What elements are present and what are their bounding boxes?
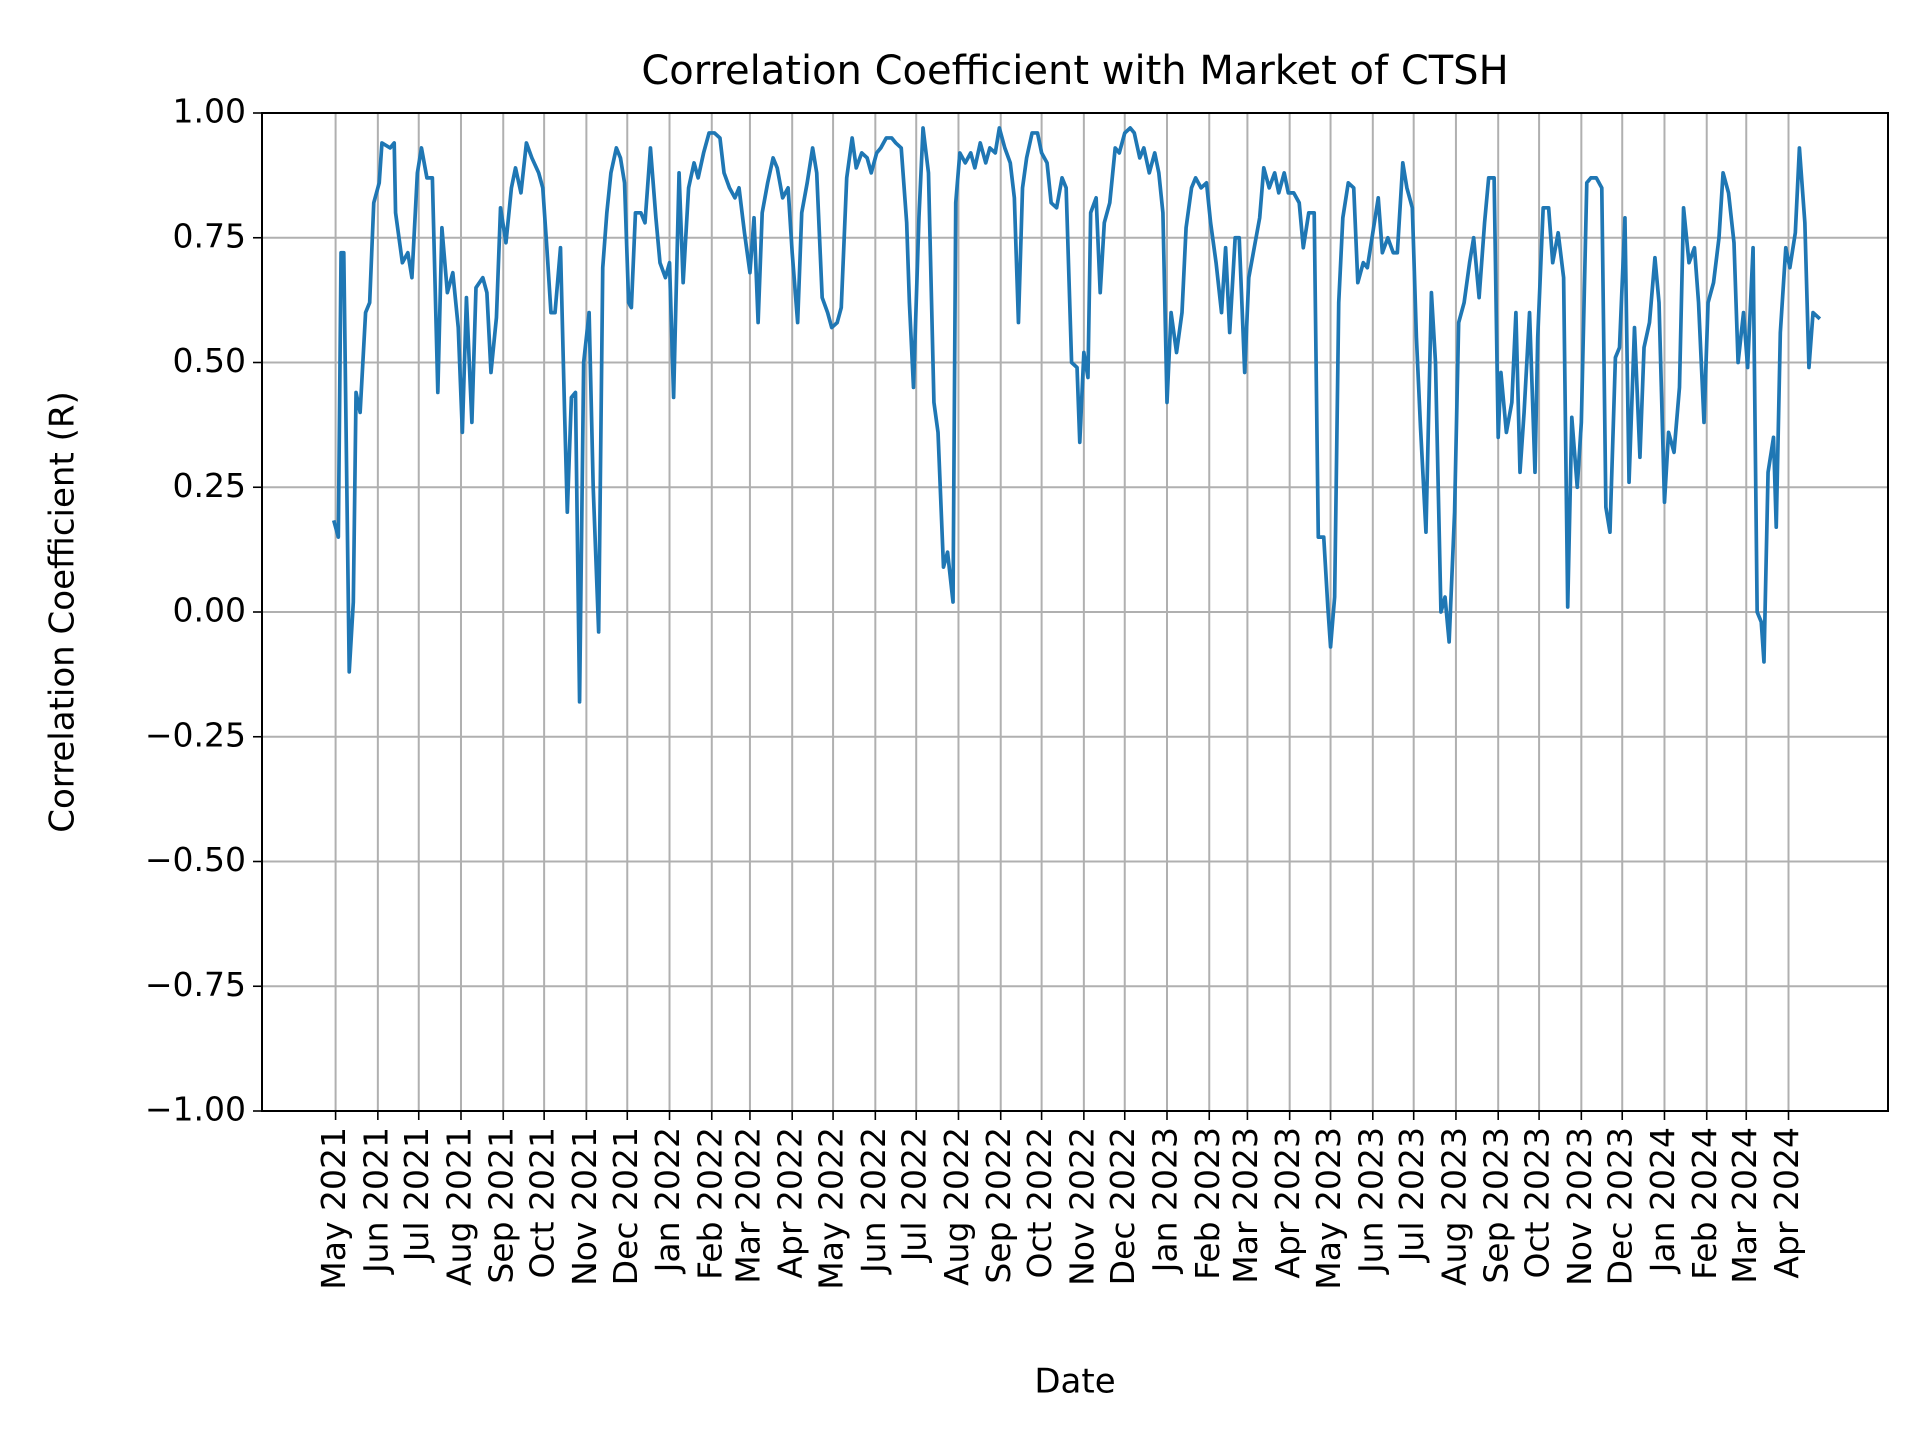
x-tick-label: Jan 2023 [1145,1127,1184,1274]
data-line [331,126,1822,704]
chart-title: Correlation Coefficient with Market of C… [641,48,1508,94]
plot-frame [261,112,1889,1112]
y-tick-label: −1.00 [145,1090,246,1129]
x-tick-label: Aug 2021 [439,1127,478,1286]
x-tick-label: Mar 2022 [728,1127,767,1284]
x-tick-label: Oct 2022 [1020,1127,1059,1279]
y-tick-label: −0.50 [145,840,246,879]
x-tick-label: Dec 2021 [606,1127,645,1285]
x-tick-label: Feb 2024 [1685,1127,1724,1280]
x-tick-label: Apr 2024 [1767,1127,1806,1279]
x-tick-label: Dec 2023 [1601,1127,1640,1285]
x-tick-label: Nov 2023 [1560,1127,1599,1286]
x-tick-label: May 2023 [1309,1127,1348,1290]
x-tick-label: Sep 2023 [1477,1127,1516,1284]
x-tick-label: Apr 2022 [771,1127,810,1279]
x-tick-label: Feb 2023 [1188,1127,1227,1280]
x-tick-label: Dec 2022 [1103,1127,1142,1285]
x-tick-label: Nov 2022 [1062,1127,1101,1286]
x-tick-label: Nov 2021 [565,1127,604,1286]
y-tick-label: 0.00 [173,591,246,630]
x-tick-label: Jan 2024 [1643,1127,1682,1274]
x-tick-label: Oct 2023 [1518,1127,1557,1279]
y-tick-label: 0.50 [173,341,246,380]
x-tick-label: Jul 2021 [397,1127,436,1263]
y-tick-label: 0.75 [173,216,246,255]
x-tick-label: Sep 2022 [979,1127,1018,1284]
x-tick-label: Jan 2022 [648,1127,687,1274]
x-tick-label: Jul 2022 [895,1127,934,1263]
x-tick-label: Aug 2022 [937,1127,976,1286]
x-tick-label: Mar 2024 [1725,1127,1764,1284]
y-tick-label: −0.75 [145,965,246,1004]
x-tick-label: Jun 2022 [854,1127,893,1275]
x-axis-label: Date [1034,1362,1115,1402]
y-tick-label: 0.25 [173,466,246,505]
x-tick-label: Aug 2023 [1434,1127,1473,1286]
x-tick-label: Feb 2022 [690,1127,729,1280]
x-tick-label: Oct 2021 [523,1127,562,1279]
x-tick-label: Jul 2023 [1392,1127,1431,1263]
x-tick-label: Jun 2021 [356,1127,395,1275]
x-tick-label: May 2022 [812,1127,851,1290]
x-tick-label: Apr 2023 [1268,1127,1307,1279]
x-tick-label: Sep 2021 [482,1127,521,1284]
y-axis-label: Correlation Coefficient (R) [43,391,83,833]
x-tick-label: May 2021 [314,1127,353,1290]
x-tick-label: Mar 2023 [1226,1127,1265,1284]
y-tick-label: 1.00 [173,92,246,131]
x-tick-label: Jun 2023 [1351,1127,1390,1275]
y-tick-label: −0.25 [145,715,246,754]
